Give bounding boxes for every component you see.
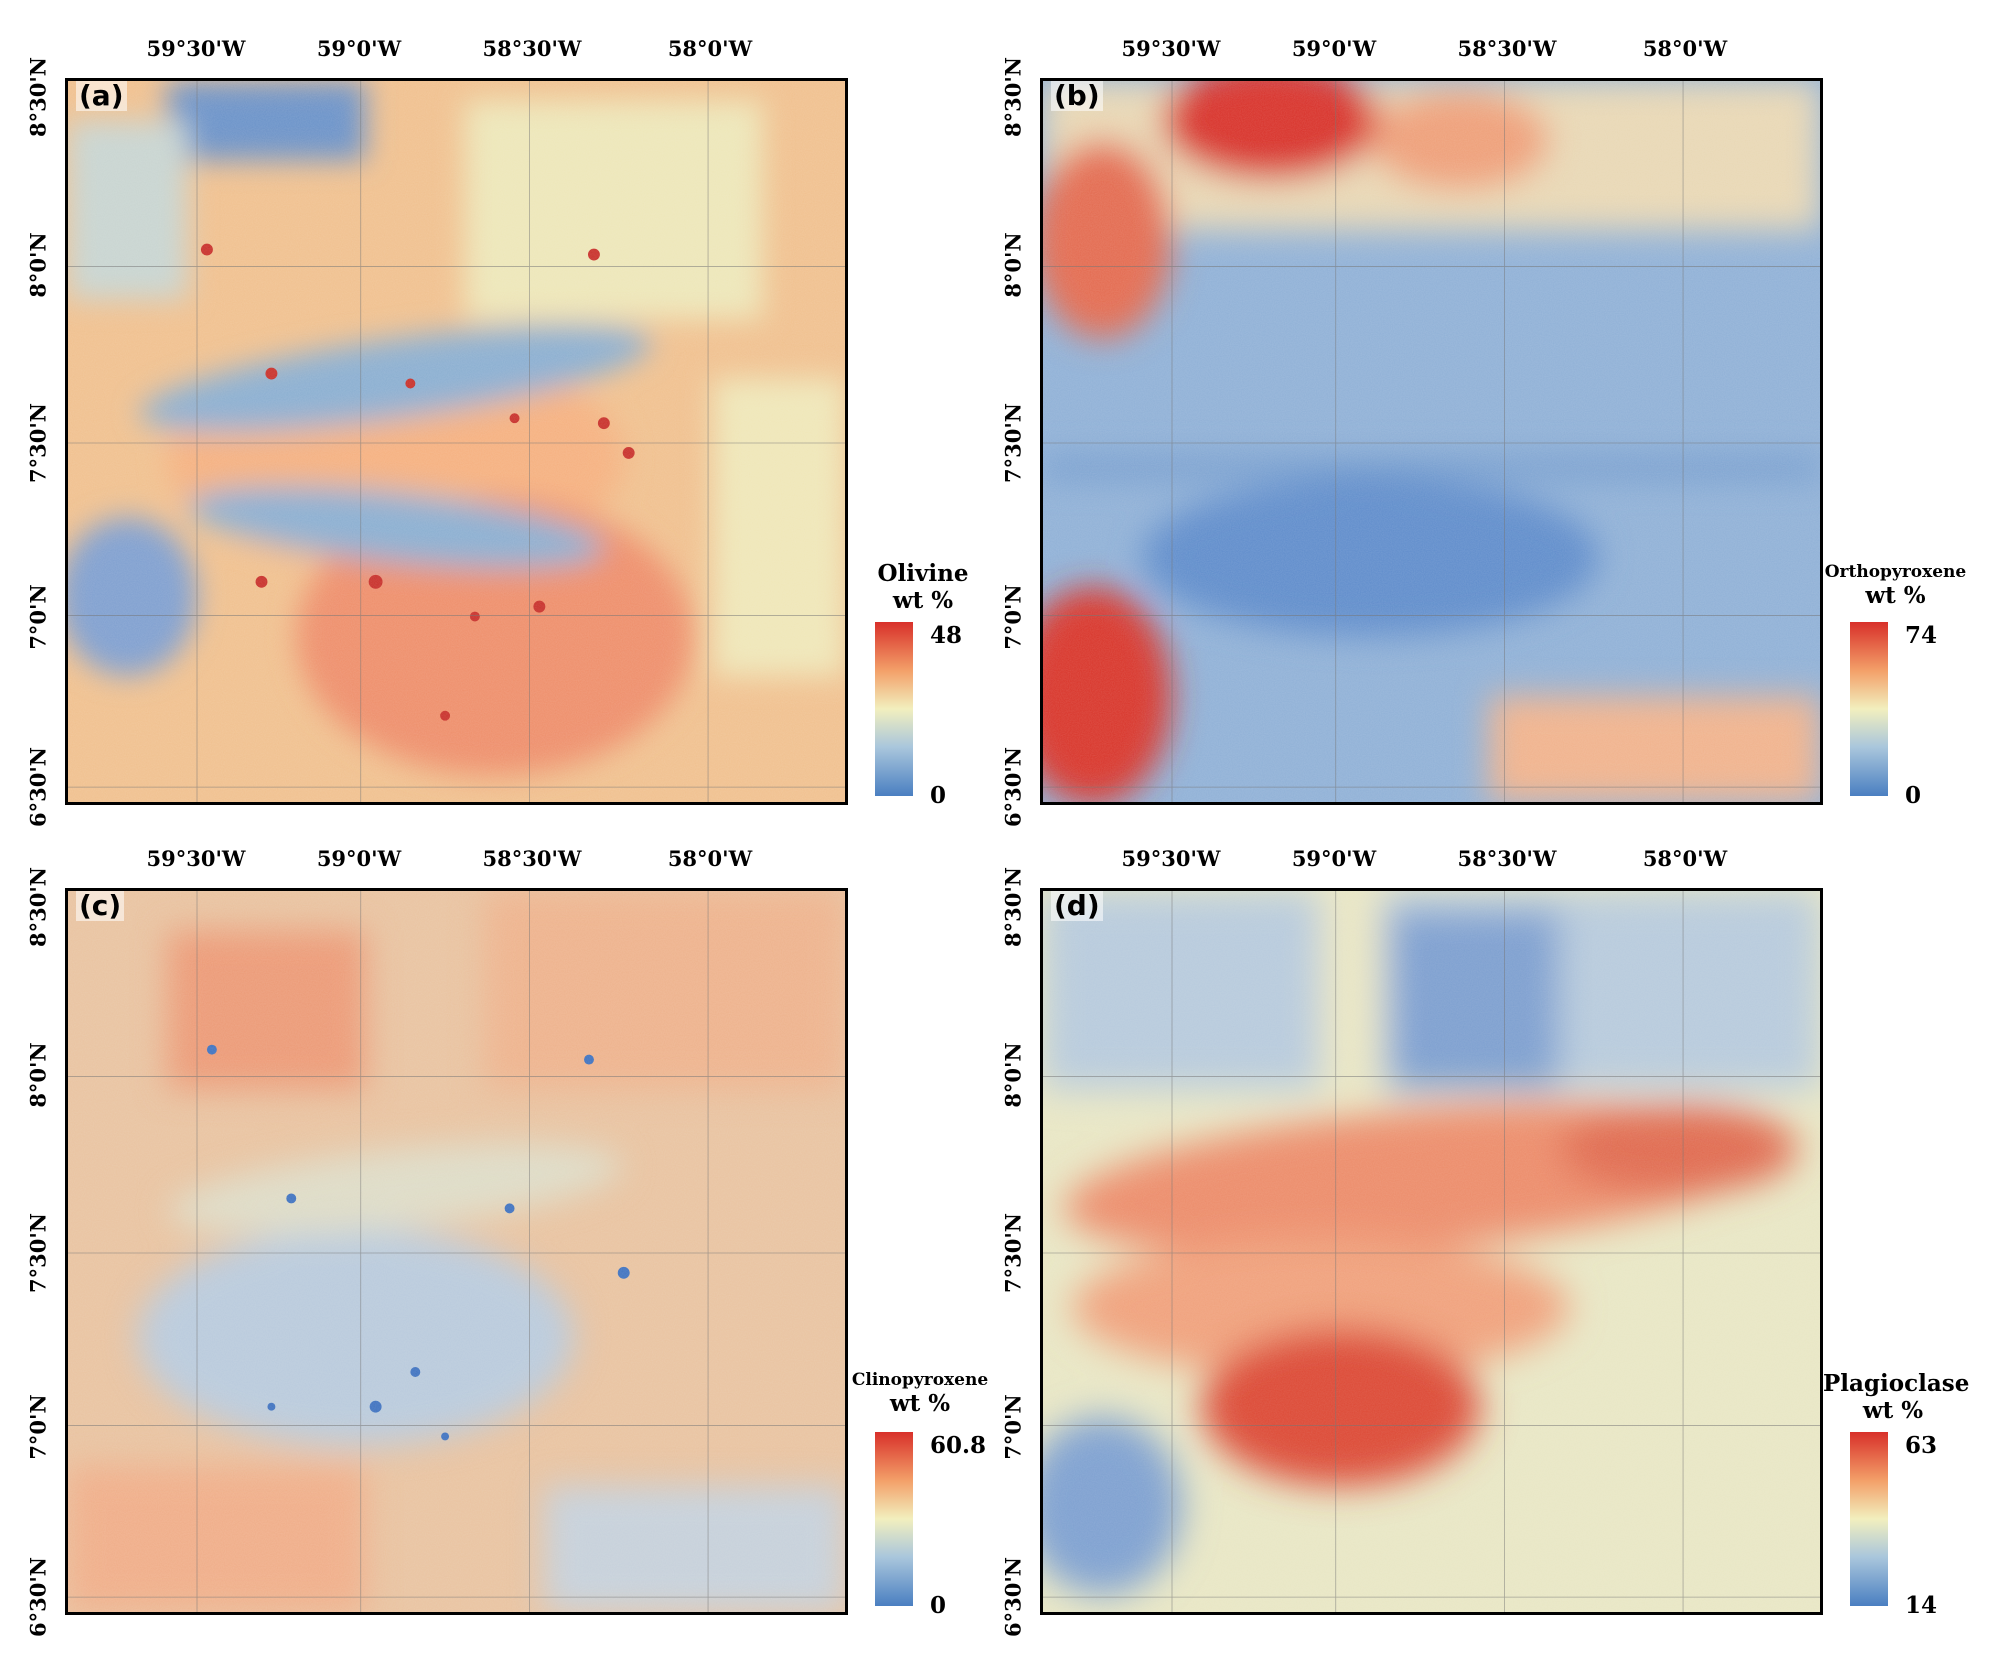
colorbar-max: 60.8 <box>930 1432 987 1459</box>
colorbar-max: 74 <box>1905 622 1938 649</box>
lat-tick: 6°30'N <box>25 1557 51 1637</box>
lon-tick: 59°0'W <box>316 846 402 871</box>
colorbar <box>875 622 913 796</box>
colorbar-min: 0 <box>930 1592 947 1619</box>
colorbar-min: 0 <box>930 782 947 809</box>
colorbar-min: 0 <box>1905 782 1922 809</box>
colorbar-max: 63 <box>1905 1432 1938 1459</box>
panel-label: (c) <box>76 891 125 921</box>
lat-tick: 7°0'N <box>25 584 51 650</box>
mineral-map: (d) <box>1040 888 1823 1615</box>
panel-d-plagioclase: 59°30'W 59°0'W 58°30'W 58°0'W 8°30'N 8°0… <box>975 810 1970 1637</box>
mineral-map: (c) <box>65 888 848 1615</box>
lon-tick: 59°30'W <box>1121 36 1221 61</box>
mineral-map: (a) <box>65 78 848 805</box>
lat-tick: 7°0'N <box>1000 1394 1026 1460</box>
panel-label: (a) <box>76 81 127 111</box>
lat-tick: 8°0'N <box>25 1042 51 1108</box>
mineral-map: (b) <box>1040 78 1823 805</box>
panel-b-orthopyroxene: 59°30'W 59°0'W 58°30'W 58°0'W 8°30'N 8°0… <box>975 0 1970 827</box>
lon-tick: 58°0'W <box>1642 36 1728 61</box>
lon-tick: 58°30'W <box>1457 36 1557 61</box>
panel-label: (b) <box>1051 81 1103 111</box>
lon-tick: 59°30'W <box>146 36 246 61</box>
lon-tick: 59°30'W <box>1121 846 1221 871</box>
lon-tick: 59°0'W <box>1291 846 1377 871</box>
legend-unit: wt % <box>1865 582 1926 609</box>
legend-unit: wt % <box>889 1390 951 1417</box>
lat-tick: 7°30'N <box>1000 1213 1026 1293</box>
lon-tick: 58°30'W <box>482 846 582 871</box>
lat-tick: 8°30'N <box>25 57 51 137</box>
lat-tick: 8°0'N <box>1000 232 1026 298</box>
lon-tick: 58°30'W <box>482 36 582 61</box>
panel-c-clinopyroxene: 59°30'W 59°0'W 58°30'W 58°0'W 8°30'N 8°0… <box>0 810 995 1637</box>
legend-mineral: Clinopyroxene <box>851 1370 989 1390</box>
lon-tick: 58°30'W <box>1457 846 1557 871</box>
lon-tick: 59°0'W <box>1291 36 1377 61</box>
colorbar <box>1850 622 1888 796</box>
lon-tick: 58°0'W <box>1642 846 1728 871</box>
lat-tick: 8°30'N <box>25 867 51 947</box>
legend-unit: wt % <box>892 587 954 614</box>
legend-unit: wt % <box>1862 1397 1924 1424</box>
lat-tick: 8°30'N <box>1000 867 1026 947</box>
lat-tick: 8°30'N <box>1000 57 1026 137</box>
legend-title: Clinopyroxene wt % <box>845 1370 995 1417</box>
lat-tick: 7°30'N <box>25 1213 51 1293</box>
legend-title: Olivine wt % <box>868 560 978 614</box>
legend-mineral: Orthopyroxene <box>1824 562 1967 582</box>
lat-tick: 7°30'N <box>25 403 51 483</box>
lat-tick: 7°0'N <box>25 1394 51 1460</box>
legend-title: Orthopyroxene wt % <box>1823 562 1968 609</box>
panel-a-olivine: 59°30'W 59°0'W 58°30'W 58°0'W 8°30'N 8°0… <box>0 0 995 827</box>
lat-tick: 8°0'N <box>1000 1042 1026 1108</box>
legend-mineral: Olivine <box>877 560 969 587</box>
lon-tick: 59°0'W <box>316 36 402 61</box>
panel-label: (d) <box>1051 891 1103 921</box>
colorbar-max: 48 <box>930 622 963 649</box>
lat-tick: 7°30'N <box>1000 403 1026 483</box>
lon-tick: 58°0'W <box>667 846 753 871</box>
legend-mineral: Plagioclase <box>1823 1370 1970 1397</box>
lat-tick: 6°30'N <box>1000 1557 1026 1637</box>
colorbar <box>875 1432 913 1606</box>
legend-title: Plagioclase wt % <box>1823 1370 1970 1424</box>
lat-tick: 8°0'N <box>25 232 51 298</box>
lon-tick: 59°30'W <box>146 846 246 871</box>
colorbar-min: 14 <box>1905 1592 1938 1619</box>
lat-tick: 7°0'N <box>1000 584 1026 650</box>
lon-tick: 58°0'W <box>667 36 753 61</box>
colorbar <box>1850 1432 1888 1606</box>
